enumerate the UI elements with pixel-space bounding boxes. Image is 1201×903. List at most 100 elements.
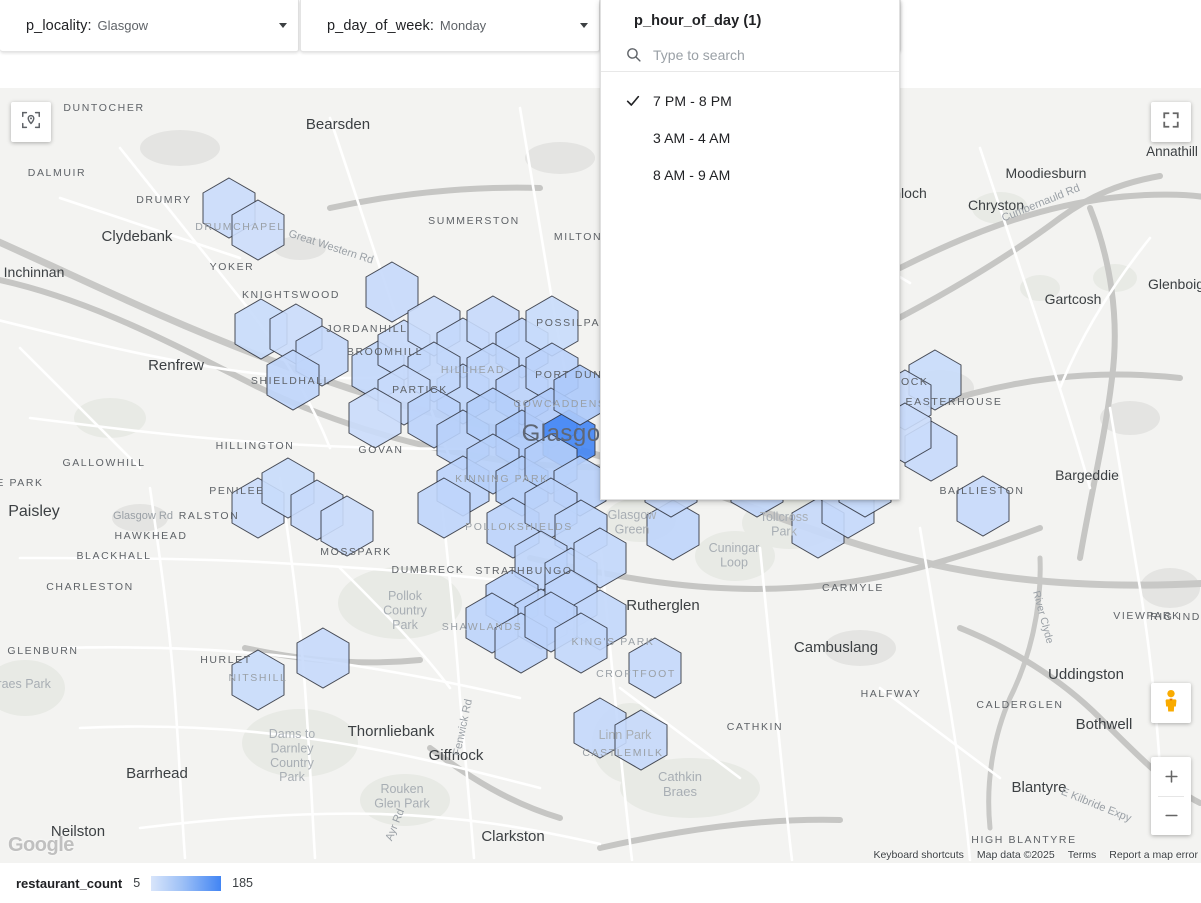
map-label: LOCK (894, 376, 929, 388)
zoom-divider (1158, 795, 1184, 797)
keyboard-shortcuts-link[interactable]: Keyboard shortcuts (873, 849, 964, 861)
hexbin-cell[interactable] (573, 527, 627, 589)
filter-value: Monday (439, 17, 487, 33)
hexbin-cell[interactable] (554, 612, 608, 674)
hexbin-cell[interactable] (573, 697, 627, 759)
map-label: Dams to Darnley Country Park (269, 727, 316, 784)
hexbin-cell[interactable] (365, 261, 419, 323)
map-label: Moodiesburn (1006, 165, 1087, 181)
chevron-down-icon[interactable] (268, 23, 298, 28)
filter-colon: : (429, 17, 434, 34)
map-label: VIEWPARK (1113, 610, 1180, 622)
google-logo: Google (8, 834, 74, 856)
map-label: Paisley (8, 503, 60, 520)
hexbin-cell[interactable] (646, 499, 700, 561)
hexbin-cell[interactable] (614, 709, 668, 771)
hexbin-cell[interactable] (231, 649, 285, 711)
map-label: CARMYLE (822, 582, 884, 594)
zoom-out-button[interactable] (1151, 797, 1191, 835)
map-label: HURLET (200, 654, 252, 666)
map-label: DUMBRECK (392, 564, 465, 576)
hexbin-cell[interactable] (348, 387, 402, 449)
map-label: Bargeddie (1055, 467, 1119, 483)
dropdown-title: p_hour_of_day (1) (634, 13, 762, 29)
map-label: DALMUIR (28, 167, 86, 179)
hexbin-cell[interactable] (296, 627, 350, 689)
map-label: GALLOWHILL (62, 457, 145, 469)
dropdown-search-row (601, 38, 899, 72)
map-label: POLLOKSHIELDS (465, 521, 573, 533)
map-label: EASTERHOUSE (906, 396, 1003, 408)
fullscreen-button[interactable] (1151, 102, 1191, 142)
map-label: E PARK (0, 477, 44, 489)
dropdown-option-label: 8 AM - 9 AM (653, 166, 731, 183)
chevron-down-icon[interactable] (569, 23, 599, 28)
map-label: Braes Park (0, 677, 52, 691)
map-label: Tollcross Park (760, 510, 809, 538)
map-label: KNIGHTSWOOD (242, 289, 340, 301)
hexbin-cell[interactable] (628, 637, 682, 699)
map-label: RIG INDU ES (1150, 611, 1201, 623)
map-label: PENILEE (209, 485, 265, 497)
map-label: Cathkin Braes (658, 769, 702, 799)
hexbin-cell[interactable] (231, 199, 285, 261)
pegman-icon (1158, 688, 1184, 719)
map-attribution: Keyboard shortcuts Map data ©2025 Terms … (873, 849, 1198, 861)
map-label: Cuningar Loop (709, 541, 760, 569)
zoom-in-button[interactable] (1151, 758, 1191, 796)
filter-p-locality[interactable]: p_locality: Glasgow (0, 0, 299, 52)
locate-button[interactable] (11, 102, 51, 142)
dropdown-option[interactable]: 3 AM - 4 AM (601, 119, 899, 156)
map-label: SUMMERSTON (428, 215, 520, 227)
dropdown-option-list: 7 PM - 8 PM 3 AM - 4 AM 8 AM - 9 AM (601, 74, 899, 499)
map-label: NITSHILL (229, 672, 288, 684)
check-icon (625, 93, 651, 109)
hexbin-cell[interactable] (417, 477, 471, 539)
search-input[interactable] (651, 46, 899, 63)
street-view-pegman-button[interactable] (1151, 683, 1191, 723)
map-label: Thornliebank (348, 723, 435, 740)
map-label: Renfrew (148, 357, 204, 374)
report-map-error-link[interactable]: Report a map error (1109, 849, 1198, 861)
map-label: Chryston (968, 197, 1024, 213)
map-label: POSSILPARK (536, 317, 618, 329)
map-label: HAWKHEAD (114, 530, 187, 542)
legend-min-value: 5 (133, 876, 141, 890)
map-label: Uddingston (1048, 666, 1124, 683)
dropdown-option-label: 7 PM - 8 PM (653, 92, 732, 109)
fullscreen-icon (1162, 111, 1180, 134)
map-label: SHIELDHALL (251, 375, 331, 387)
hexbin-cell[interactable] (320, 495, 374, 557)
map-label: DRUMCHAPEL (195, 221, 285, 233)
map-label: Blantyre (1011, 779, 1066, 796)
map-label: CALDERGLEN (976, 699, 1063, 711)
filter-name: p_locality (26, 17, 88, 34)
map-label: HILLINGTON (216, 440, 295, 452)
hexbin-cell[interactable] (956, 475, 1010, 537)
map-label: DUNTOCHER (63, 102, 144, 114)
filter-label-wrap: p_locality: Glasgow (0, 18, 268, 34)
map-label: Gartcosh (1045, 291, 1102, 307)
legend-max-value: 185 (232, 876, 254, 890)
map-label: COWCADDENS (513, 398, 606, 410)
map-label: SHAWLANDS (442, 621, 523, 633)
map-label: Pollok Country Park (383, 589, 428, 632)
hexbin-cell[interactable] (266, 349, 320, 411)
map-label: CROFTFOOT (596, 668, 676, 680)
locate-pin-icon (20, 109, 42, 136)
legend-bar: restaurant_count 5 185 (0, 863, 1201, 903)
terms-link[interactable]: Terms (1067, 849, 1097, 861)
map-label: Inchinnan (4, 264, 65, 280)
map-label: Neilston (51, 823, 105, 840)
map-label: GOVAN (358, 444, 403, 456)
map-label: KINNING PARK (455, 473, 549, 485)
dropdown-option[interactable]: 7 PM - 8 PM (601, 82, 899, 119)
map-canvas[interactable]: DUNTOCHER Bearsden DALMUIR DRUMRY SUMMERSTON… (0, 88, 1201, 863)
map-label: Clydebank (102, 228, 173, 245)
filter-p-day-of-week[interactable]: p_day_of_week: Monday (300, 0, 600, 52)
dropdown-option[interactable]: 8 AM - 9 AM (601, 156, 899, 193)
map-label: Cambuslang (794, 639, 878, 656)
map-label: Rutherglen (626, 597, 699, 614)
map-label: JORDANHILL (326, 323, 407, 335)
